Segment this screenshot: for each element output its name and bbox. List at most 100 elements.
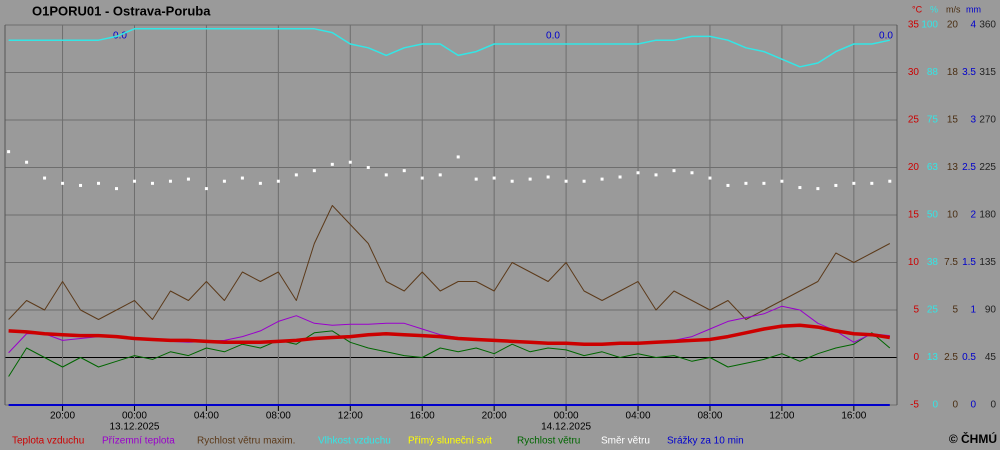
y-tick-label: 7.5 [944, 257, 958, 268]
y-tick-label: 3.5 [962, 67, 976, 78]
wind-direction-point [222, 179, 226, 183]
y-tick-label: 63 [927, 162, 939, 173]
wind-direction-point [852, 181, 856, 185]
y-tick-label: 90 [985, 305, 997, 316]
rain-total-label: 0.0 [879, 31, 893, 42]
legend-entry: Rychlost větru maxim. [197, 436, 295, 447]
y-tick-label: 0 [970, 400, 976, 411]
x-tick-label: 00:00 [122, 411, 147, 422]
wind-direction-point [330, 162, 334, 166]
wind-direction-point [870, 181, 874, 185]
x-tick-label: 12:00 [769, 411, 794, 422]
y-tick-label: 4 [970, 20, 976, 31]
legend-entry: Teplota vzduchu [12, 436, 84, 447]
wind-direction-point [888, 179, 892, 183]
legend-entry: Směr větru [601, 436, 650, 447]
wind-direction-point [150, 181, 154, 185]
x-tick-label: 20:00 [482, 411, 507, 422]
wind-direction-point [61, 181, 65, 185]
chart-title: O1PORU01 - Ostrava-Poruba [32, 3, 211, 18]
y-tick-label: 0 [952, 400, 958, 411]
x-tick-label: 08:00 [266, 411, 291, 422]
y-tick-label: 1 [970, 305, 976, 316]
y-tick-label: 5 [913, 305, 919, 316]
wind-direction-point [780, 179, 784, 183]
y-tick-label: 1.5 [962, 257, 976, 268]
axis-unit: °C [912, 4, 923, 14]
x-date-label: 14.12.2025 [541, 422, 591, 433]
series-line [8, 323, 891, 346]
y-tick-label: 5 [952, 305, 958, 316]
y-tick-label: 360 [979, 20, 996, 31]
rain-total-label: 0.0 [113, 31, 127, 42]
wind-direction-point [366, 166, 370, 169]
wind-direction-point [79, 183, 83, 187]
y-tick-label: 100 [921, 20, 938, 31]
wind-direction-point [762, 181, 766, 185]
wind-direction-point [43, 176, 47, 180]
series-line [8, 205, 891, 320]
wind-direction-point [744, 181, 748, 185]
y-tick-label: 13 [947, 162, 959, 173]
wind-direction-point [168, 179, 172, 183]
y-tick-label: 225 [979, 162, 996, 173]
series-line [8, 330, 891, 377]
legend-entry: Vlhkost vzduchu [318, 436, 391, 447]
wind-direction-point [636, 171, 640, 175]
y-tick-label: 0.5 [962, 352, 976, 363]
x-tick-label: 00:00 [554, 411, 579, 422]
wind-direction-point [798, 186, 802, 190]
wind-direction-point [708, 176, 712, 180]
x-tick-label: 08:00 [697, 411, 722, 422]
wind-direction-point [384, 173, 388, 177]
wind-direction-point [672, 169, 676, 173]
y-tick-label: 35 [908, 20, 920, 31]
y-tick-label: 25 [927, 305, 939, 316]
wind-direction-point [834, 183, 838, 187]
y-tick-label: 15 [908, 210, 920, 221]
wind-direction-point [582, 179, 586, 183]
y-tick-label: 2.5 [944, 352, 958, 363]
y-tick-label: 0 [932, 400, 938, 411]
y-tick-label: 2 [970, 210, 976, 221]
copyright: © ČHMÚ [949, 431, 997, 446]
wind-direction-point [240, 176, 244, 180]
x-tick-label: 16:00 [410, 411, 435, 422]
x-tick-label: 12:00 [338, 411, 363, 422]
y-tick-label: 0 [913, 352, 919, 363]
series-line [8, 28, 890, 68]
x-tick-label: 04:00 [626, 411, 651, 422]
wind-direction-point [456, 155, 460, 159]
wind-direction-point [294, 173, 298, 177]
wind-direction-point [726, 183, 730, 187]
y-tick-label: 0 [990, 400, 996, 411]
y-tick-label: 20 [947, 20, 959, 31]
y-tick-label: 75 [927, 115, 939, 126]
y-tick-label: -5 [910, 400, 919, 411]
y-tick-label: 30 [908, 67, 920, 78]
axis-unit: m/s [946, 4, 961, 14]
legend-entry: Rychlost větru [517, 436, 580, 447]
wind-direction-point [546, 175, 550, 179]
wind-direction-point [97, 181, 101, 185]
axis-unit: % [930, 4, 938, 14]
y-tick-label: 88 [927, 67, 939, 78]
y-tick-label: 18 [947, 67, 959, 78]
y-tick-label: 135 [979, 257, 996, 268]
legend-entry: Přízemní teplota [102, 436, 175, 447]
wind-direction-point [115, 187, 118, 191]
wind-direction-point [618, 175, 622, 179]
wind-direction-point [474, 177, 478, 181]
wind-direction-point [348, 160, 352, 164]
x-date-label: 13.12.2025 [109, 422, 159, 433]
wind-direction-point [25, 160, 29, 164]
wind-direction-point [438, 173, 442, 177]
y-tick-label: 2.5 [962, 162, 976, 173]
wind-direction-point [204, 187, 208, 191]
wind-direction-point [654, 173, 658, 177]
y-tick-label: 45 [985, 352, 997, 363]
axis-unit: mm [966, 4, 981, 14]
y-tick-label: 38 [927, 257, 939, 268]
